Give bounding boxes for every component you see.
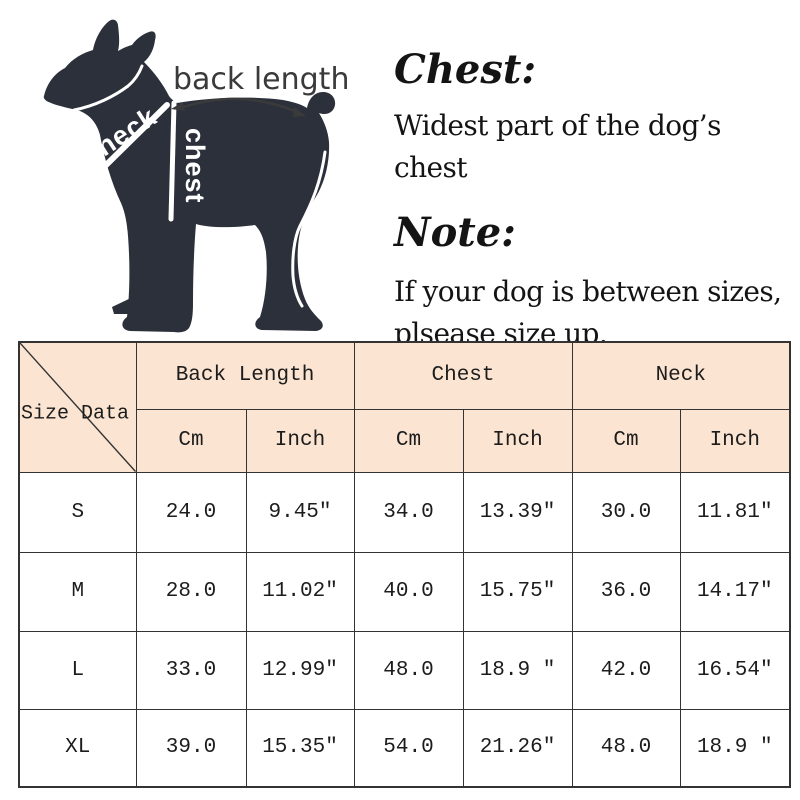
neck-band-gap: [98, 102, 170, 173]
table-cell: 34.0: [353, 471, 464, 553]
dog-silhouette: [43, 19, 336, 333]
size-label: M: [18, 551, 137, 632]
table-cell: 33.0: [135, 630, 247, 710]
group-header-back-length: Back Length: [135, 341, 355, 410]
table-cell: 54.0: [353, 708, 464, 788]
size-label: XL: [18, 708, 137, 788]
table-header-unit-row: Cm Inch Cm Inch Cm Inch: [19, 408, 791, 473]
table-cell: 18.9 ″: [679, 708, 791, 788]
table-cell: 15.75″: [462, 551, 573, 632]
unit-header: Inch: [679, 408, 791, 473]
size-label: L: [18, 630, 137, 710]
unit-header: Inch: [245, 408, 355, 473]
table-cell: 11.81″: [679, 471, 791, 553]
table-cell: 28.0: [135, 551, 247, 632]
info-panel: Chest: Widest part of the dog’s chest No…: [394, 50, 789, 355]
far-hind-paw: [264, 295, 285, 313]
table-row-l: L 33.0 12.99″ 48.0 18.9 ″ 42.0 16.54″: [18, 630, 791, 710]
table-cell: 48.0: [571, 708, 681, 788]
unit-header: Cm: [353, 408, 464, 473]
table-cell: 21.26″: [462, 708, 573, 788]
dog-diagram: neck chest back length: [43, 19, 349, 333]
table-cell: 14.17″: [679, 551, 791, 632]
hind-leg-accent-line: [291, 150, 327, 308]
table-row-s: S 24.0 9.45″ 34.0 13.39″ 30.0 11.81″: [18, 471, 791, 553]
chest-heading: Chest:: [394, 46, 537, 93]
corner-cell: Size Data: [18, 341, 137, 473]
far-front-paw: [112, 297, 133, 314]
table-cell: 39.0: [135, 708, 247, 788]
size-label: S: [18, 471, 137, 553]
table-cell: 9.45″: [245, 471, 355, 553]
table-cell: 30.0: [571, 471, 681, 553]
note-heading: Note:: [394, 209, 516, 256]
group-header-chest: Chest: [353, 341, 573, 410]
collar-line: [72, 64, 144, 112]
unit-header: Cm: [135, 408, 247, 473]
table-cell: 15.35″: [245, 708, 355, 788]
corner-label: Size Data: [21, 402, 130, 426]
chest-description: Widest part of the dog’s chest: [394, 109, 721, 184]
table-cell: 36.0: [571, 551, 681, 632]
group-header-neck: Neck: [571, 341, 791, 410]
table-cell: 16.54″: [679, 630, 791, 710]
size-table: Size Data Back Length Chest Neck Cm Inch…: [18, 341, 792, 788]
table-header-group-row: Size Data Back Length Chest Neck: [18, 341, 791, 473]
table-cell: 42.0: [571, 630, 681, 710]
unit-header: Cm: [571, 408, 681, 473]
table-cell: 12.99″: [245, 630, 355, 710]
table-row-xl: XL 39.0 15.35″ 54.0 21.26″ 48.0 18.9 ″: [18, 708, 791, 788]
table-cell: 18.9 ″: [462, 630, 573, 710]
table-cell: 40.0: [353, 551, 464, 632]
chest-band-label: chest: [180, 128, 210, 204]
corner-diagonal: [20, 343, 135, 471]
table-cell: 24.0: [135, 471, 247, 553]
table-cell: 13.39″: [462, 471, 573, 553]
note-line-1: If your dog is between sizes,: [394, 275, 782, 308]
table-row-m: M 28.0 11.02″ 40.0 15.75″ 36.0 14.17″: [18, 551, 791, 632]
back-length-label: back length: [173, 62, 349, 97]
chest-band-slit: [168, 100, 177, 222]
unit-header: Inch: [462, 408, 573, 473]
back-length-arrow: [171, 97, 306, 117]
table-cell: 48.0: [353, 630, 464, 710]
table-cell: 11.02″: [245, 551, 355, 632]
